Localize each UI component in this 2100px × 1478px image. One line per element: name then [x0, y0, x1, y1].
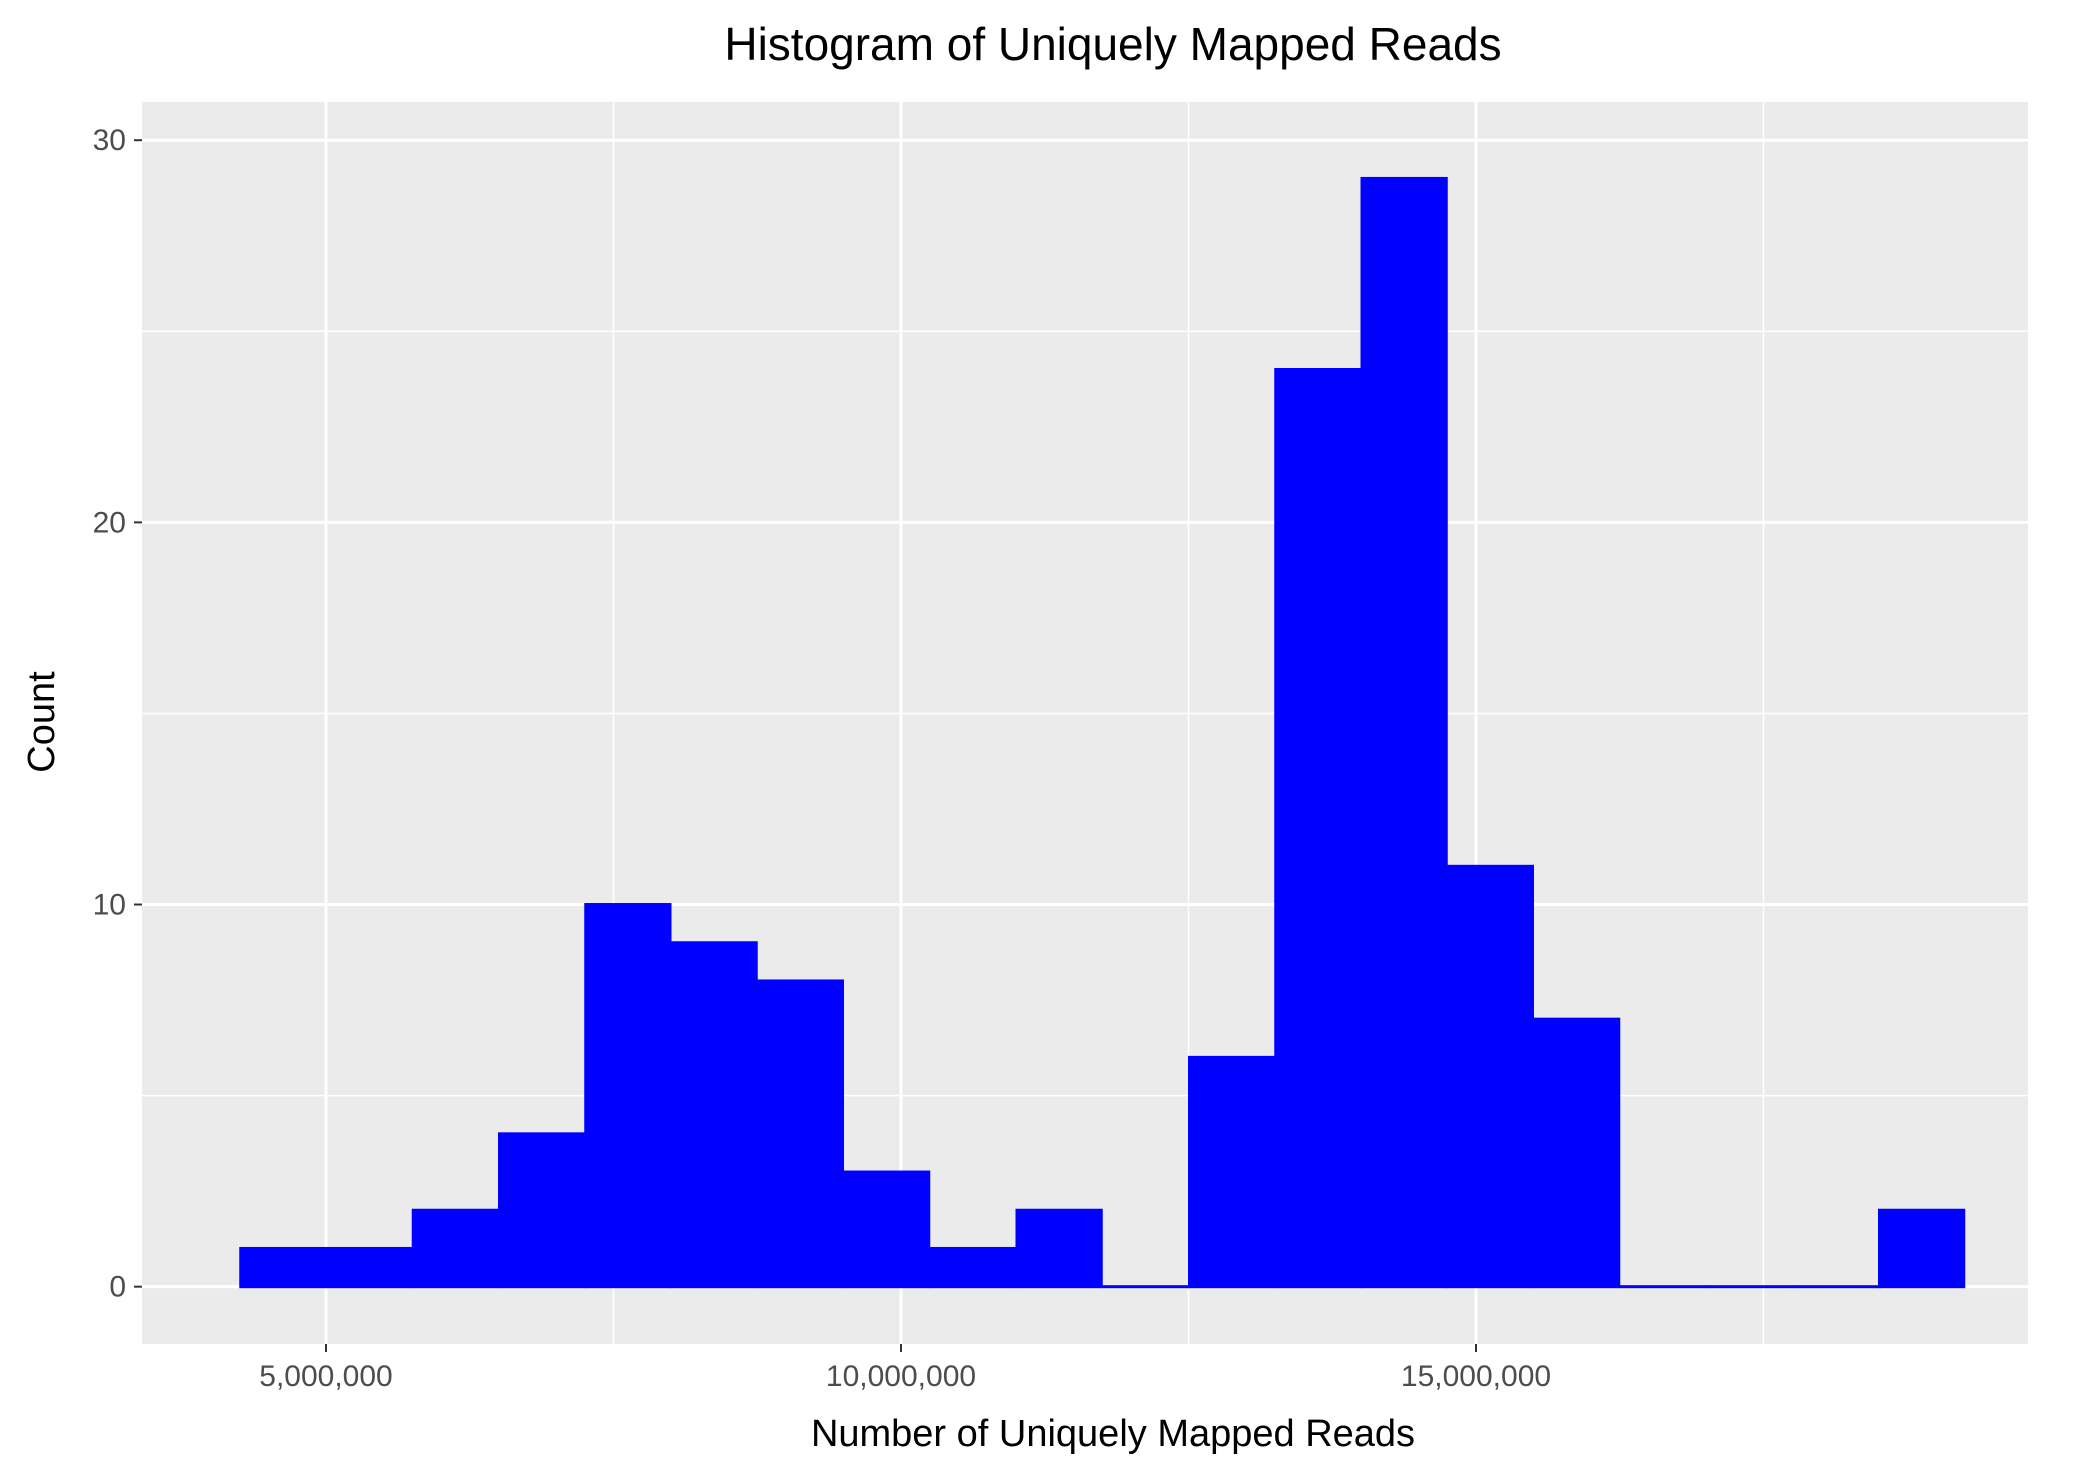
histogram-bar [1274, 368, 1362, 1289]
histogram-bar [411, 1208, 499, 1289]
x-tick-label: 10,000,000 [826, 1360, 976, 1393]
y-tick-label: 30 [93, 124, 126, 157]
minor-gridlines [142, 102, 2028, 1344]
histogram-bar [929, 1246, 1017, 1289]
histogram-bar [498, 1132, 586, 1289]
x-axis-ticks: 5,000,000 10,000,000 15,000,000 [259, 1344, 1551, 1393]
y-axis-title: Count [21, 671, 63, 773]
histogram-bar [843, 1170, 931, 1289]
y-tick-label: 10 [93, 889, 126, 922]
histogram-bar [670, 941, 758, 1289]
histogram-bar [1705, 1285, 1793, 1289]
y-tick-label: 0 [109, 1271, 126, 1304]
histogram-bar [584, 903, 672, 1289]
histogram-bar [756, 979, 844, 1289]
x-axis-title: Number of Uniquely Mapped Reads [811, 1413, 1415, 1455]
x-tick-label: 15,000,000 [1401, 1360, 1551, 1393]
histogram-bar [1446, 864, 1534, 1289]
histogram-bar [239, 1246, 327, 1289]
plot-panel [142, 102, 2028, 1344]
histogram-bar [1015, 1208, 1103, 1289]
histogram-bar [1619, 1285, 1707, 1289]
x-tick-label: 5,000,000 [259, 1360, 392, 1393]
histogram-bars [239, 176, 1966, 1289]
histogram-bar [1360, 176, 1448, 1289]
y-axis-ticks: 0 10 20 30 [93, 124, 142, 1304]
y-tick-label: 20 [93, 506, 126, 539]
histogram-bar [1878, 1208, 1966, 1289]
histogram-bar [325, 1246, 413, 1289]
histogram-bar [1188, 1055, 1276, 1289]
chart-title: Histogram of Uniquely Mapped Reads [724, 18, 1501, 70]
histogram-bar [1533, 1017, 1621, 1289]
histogram-bar [1791, 1285, 1879, 1289]
histogram-bar [1101, 1285, 1189, 1289]
